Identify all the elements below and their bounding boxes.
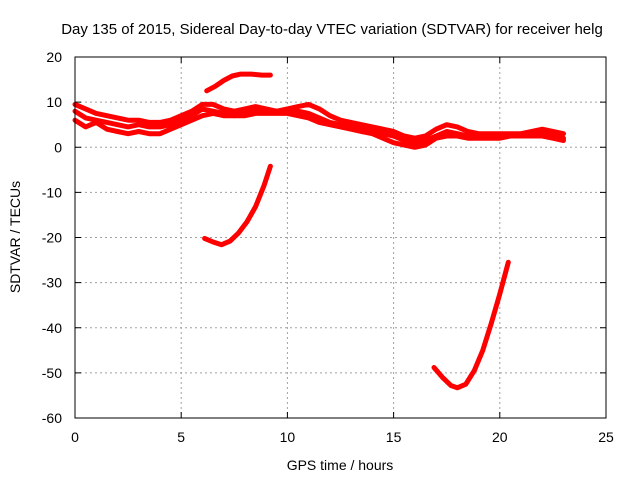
- x-tick-label: 25: [598, 429, 614, 445]
- x-tick-label: 10: [280, 429, 296, 445]
- x-tick-label: 0: [71, 429, 79, 445]
- chart-title: Day 135 of 2015, Sidereal Day-to-day VTE…: [61, 21, 603, 38]
- y-tick-label: 0: [54, 139, 62, 155]
- x-axis-label: GPS time / hours: [287, 457, 394, 473]
- axis-ticks: 0 5 10 15 20 25 -60 -50 -40 -30 -20 -10 0 10 20: [42, 49, 614, 445]
- series-arc-lower: [431, 259, 511, 391]
- series-arc-upper: [204, 71, 273, 94]
- y-tick-label: -10: [42, 184, 62, 200]
- series-arc-middle: [202, 163, 273, 248]
- x-tick-label: 5: [177, 429, 185, 445]
- x-tick-label: 15: [386, 429, 402, 445]
- y-tick-label: -30: [42, 275, 62, 291]
- data-series: [72, 71, 566, 391]
- x-tick-label: 20: [492, 429, 508, 445]
- grid: [75, 57, 606, 418]
- y-tick-label: -40: [42, 320, 62, 336]
- y-tick-label: 10: [46, 94, 62, 110]
- series-band-lower: [72, 110, 566, 150]
- y-tick-label: -50: [42, 365, 62, 381]
- y-tick-label: -20: [42, 230, 62, 246]
- y-tick-label: -60: [42, 410, 62, 426]
- y-axis-label: SDTVAR / TECUs: [7, 181, 23, 293]
- y-tick-label: 20: [46, 49, 62, 65]
